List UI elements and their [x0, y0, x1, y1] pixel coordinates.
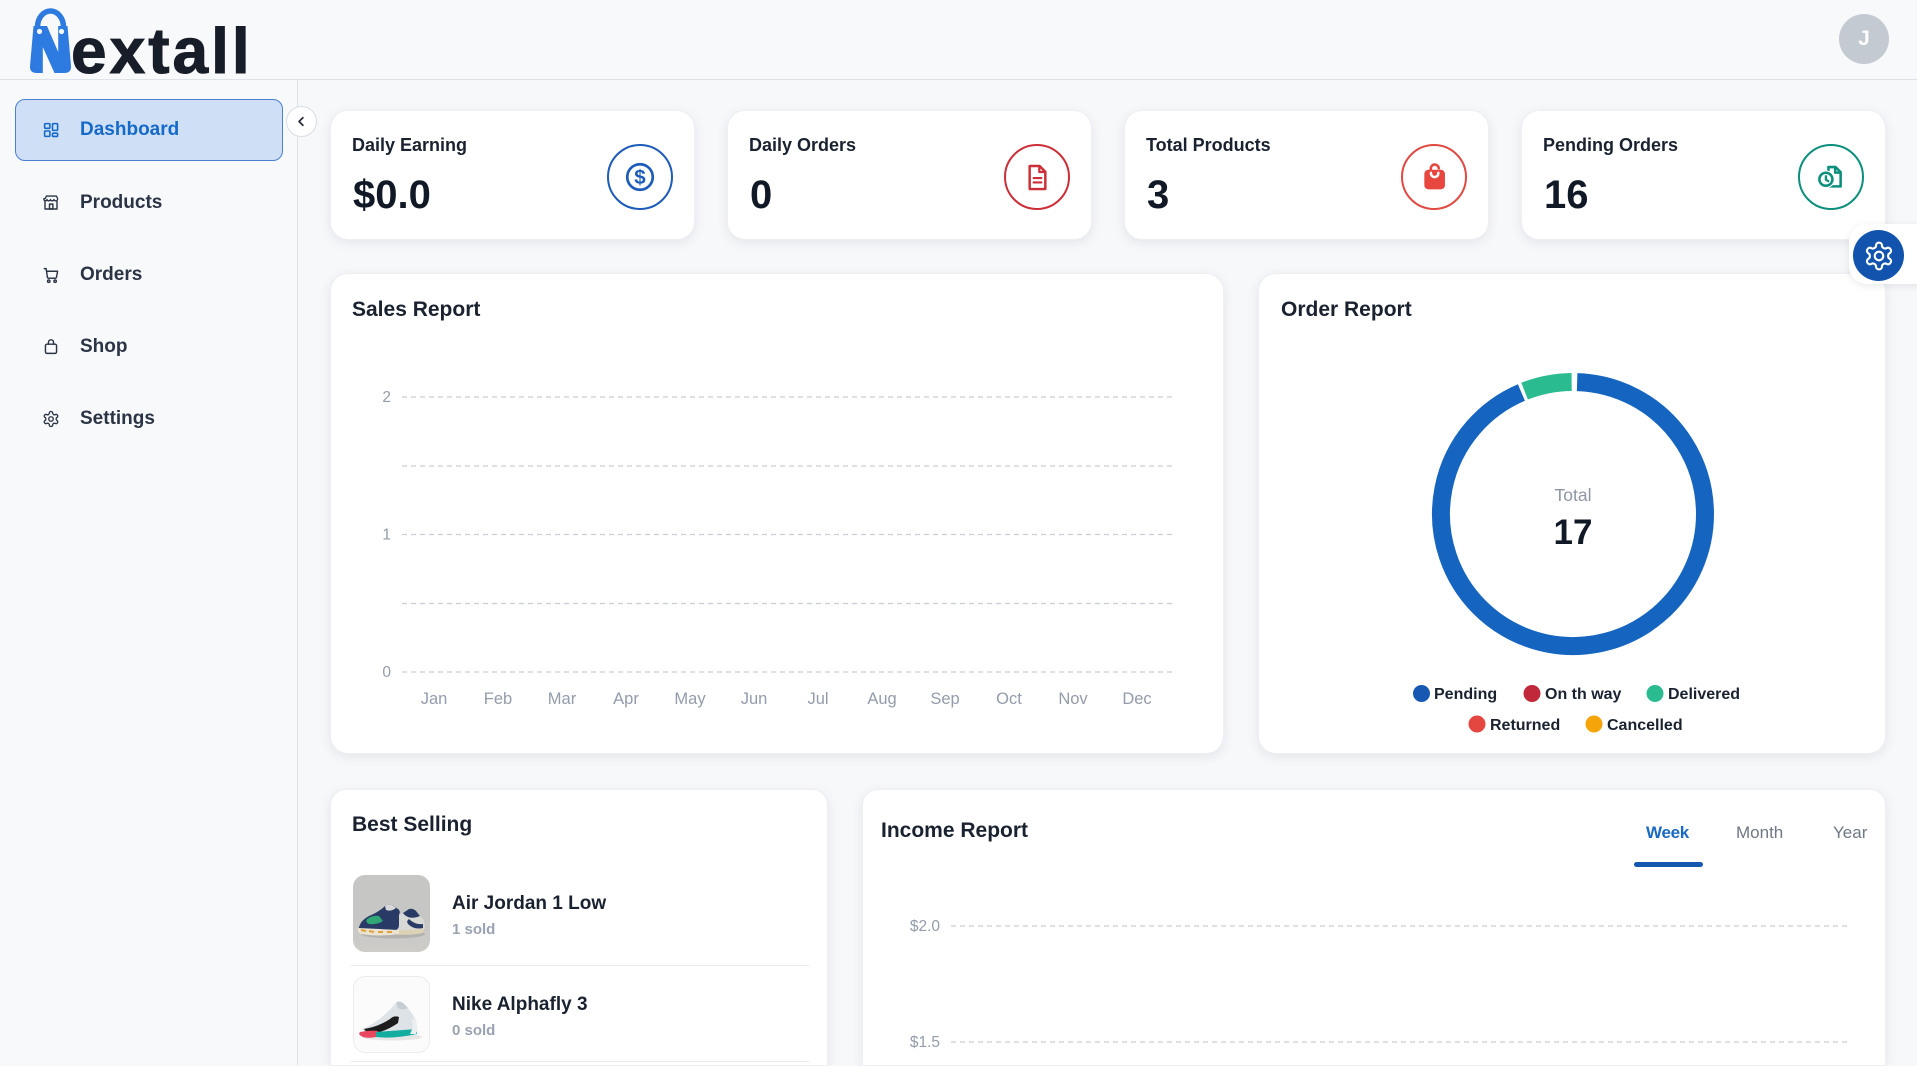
svg-text:Jun: Jun: [741, 690, 768, 708]
svg-text:Total: Total: [1555, 485, 1592, 505]
svg-text:Mar: Mar: [548, 690, 577, 708]
svg-text:Jul: Jul: [807, 690, 828, 708]
svg-text:Dec: Dec: [1122, 690, 1151, 708]
svg-text:Nov: Nov: [1058, 690, 1088, 708]
svg-text:Pending: Pending: [1434, 686, 1497, 703]
svg-text:$2.0: $2.0: [910, 918, 941, 935]
svg-text:$: $: [634, 166, 646, 189]
svg-text:extall: extall: [71, 15, 253, 80]
svg-text:Delivered: Delivered: [1668, 686, 1740, 703]
svg-text:Oct: Oct: [996, 690, 1022, 708]
svg-text:Cancelled: Cancelled: [1607, 717, 1683, 734]
svg-text:1: 1: [382, 527, 391, 544]
svg-text:Jan: Jan: [421, 690, 448, 708]
svg-text:Feb: Feb: [484, 690, 512, 708]
svg-text:17: 17: [1554, 513, 1593, 552]
svg-text:0: 0: [382, 664, 391, 681]
svg-text:Sep: Sep: [930, 690, 959, 708]
svg-text:Returned: Returned: [1490, 717, 1560, 734]
svg-text:May: May: [674, 690, 706, 708]
svg-text:$1.5: $1.5: [910, 1034, 940, 1051]
svg-text:On th way: On th way: [1545, 686, 1622, 703]
svg-text:Apr: Apr: [613, 690, 639, 708]
svg-text:2: 2: [382, 389, 391, 406]
svg-text:Aug: Aug: [867, 690, 896, 708]
